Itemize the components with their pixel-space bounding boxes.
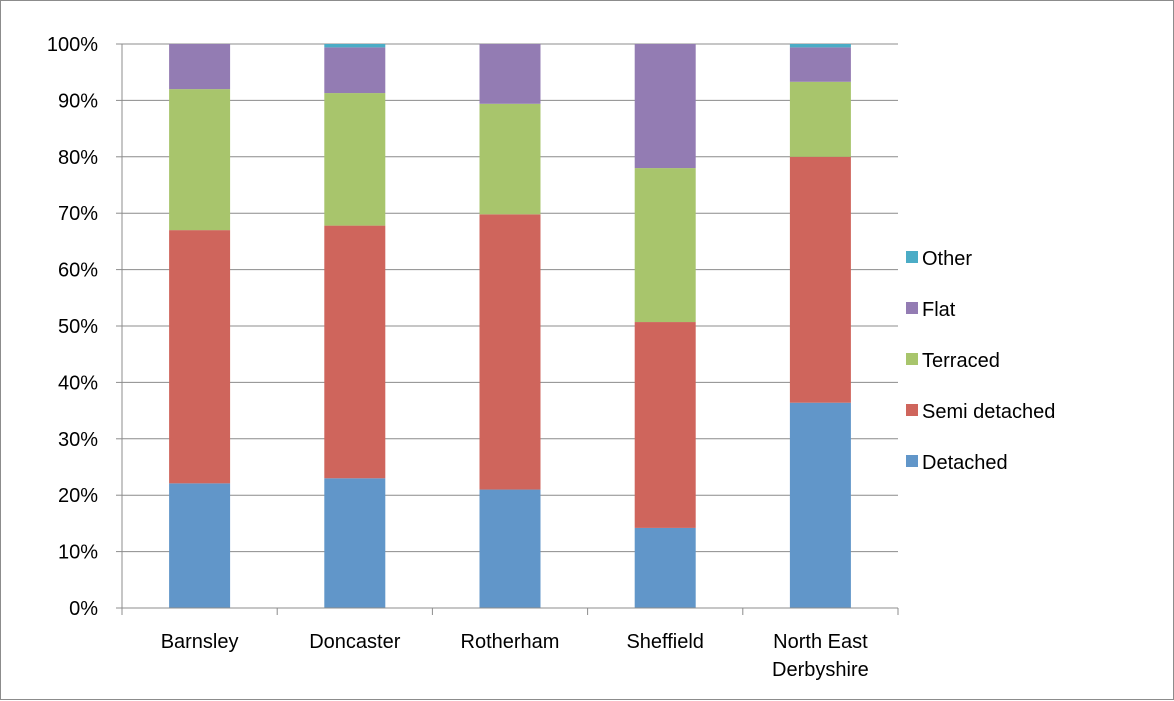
legend-swatch: [906, 455, 918, 467]
bar-segment: [479, 489, 541, 608]
legend-item: Flat: [906, 299, 956, 321]
legend-swatch: [906, 251, 918, 263]
bar-segment: [789, 402, 851, 608]
x-tick-label: Doncaster: [309, 631, 400, 653]
x-axis-tick-labels: Barnsley Doncaster Rotherham Sheffield North…: [161, 631, 869, 681]
y-tick-label: 0%: [69, 598, 98, 620]
legend-label: Detached: [922, 452, 1008, 474]
legend-label: Flat: [922, 299, 956, 321]
legend-item: Semi detached: [906, 401, 1055, 423]
y-axis-tick-labels: 0% 10% 20% 30% 40% 50% 60% 70% 80% 90% 100%: [47, 34, 98, 620]
bar-segment: [789, 44, 851, 48]
bar-segment: [169, 230, 231, 484]
y-tick-label: 70%: [58, 203, 98, 225]
bar-segment: [634, 322, 696, 528]
bar-segment: [789, 156, 851, 403]
y-tick-label: 90%: [58, 90, 98, 112]
bar-segment: [324, 478, 386, 608]
y-tick-label: 100%: [47, 34, 98, 56]
y-tick-label: 80%: [58, 147, 98, 169]
legend: Other Flat Terraced Semi detached Detached: [906, 248, 1055, 474]
y-tick-label: 40%: [58, 372, 98, 394]
axes: [116, 43, 899, 615]
legend-swatch: [906, 302, 918, 314]
legend-label: Other: [922, 248, 972, 270]
bar-segment: [324, 93, 386, 226]
bar-segment: [634, 44, 696, 169]
x-tick-label: North East Derbyshire: [772, 631, 869, 681]
legend-item: Terraced: [906, 350, 1000, 372]
x-tick-label: Sheffield: [626, 631, 703, 653]
legend-item: Detached: [906, 452, 1008, 474]
bars: [169, 44, 851, 608]
x-tick-label: Barnsley: [161, 631, 239, 653]
bar-segment: [324, 44, 386, 48]
bar-segment: [634, 168, 696, 323]
legend-item: Other: [906, 248, 972, 270]
y-tick-label: 30%: [58, 429, 98, 451]
y-tick-label: 50%: [58, 316, 98, 338]
bar-segment: [324, 225, 386, 479]
bar-segment: [169, 483, 231, 608]
y-tick-label: 20%: [58, 485, 98, 507]
x-tick-label: Rotherham: [461, 631, 560, 653]
bar-segment: [169, 44, 231, 90]
y-tick-label: 10%: [58, 542, 98, 564]
y-tick-label: 60%: [58, 260, 98, 282]
legend-label: Semi detached: [922, 401, 1055, 423]
bar-segment: [169, 89, 231, 231]
bar-segment: [634, 527, 696, 608]
bar-segment: [789, 81, 851, 157]
bar-segment: [324, 47, 386, 94]
bar-segment: [479, 44, 541, 104]
bar-segment: [479, 103, 541, 215]
legend-swatch: [906, 404, 918, 416]
bar-segment: [789, 47, 851, 82]
legend-swatch: [906, 353, 918, 365]
bar-segment: [479, 214, 541, 490]
legend-label: Terraced: [922, 350, 1000, 372]
